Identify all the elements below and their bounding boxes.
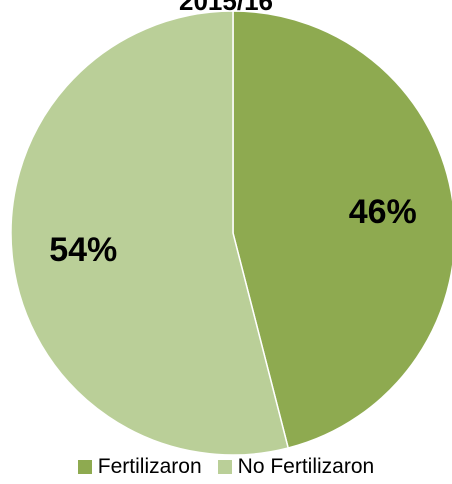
- legend-item-no-fertilizaron: No Fertilizaron: [217, 455, 375, 479]
- pie-data-label-no-fertilizaron: 54%: [49, 231, 117, 269]
- legend-label-fertilizaron: Fertilizaron: [97, 455, 202, 478]
- legend-label-no-fertilizaron: No Fertilizaron: [237, 455, 375, 478]
- pie-data-label-fertilizaron: 46%: [349, 193, 417, 231]
- pie-slice-no-fertilizaron: [10, 10, 290, 455]
- pie-chart: 46% 54%: [10, 10, 452, 455]
- chart-legend: Fertilizaron No Fertilizaron: [0, 455, 452, 479]
- legend-swatch-fertilizaron: [77, 460, 92, 474]
- pie-slice-fertilizaron: [232, 10, 452, 449]
- legend-item-fertilizaron: Fertilizaron: [77, 455, 202, 479]
- legend-swatch-no-fertilizaron: [217, 460, 232, 474]
